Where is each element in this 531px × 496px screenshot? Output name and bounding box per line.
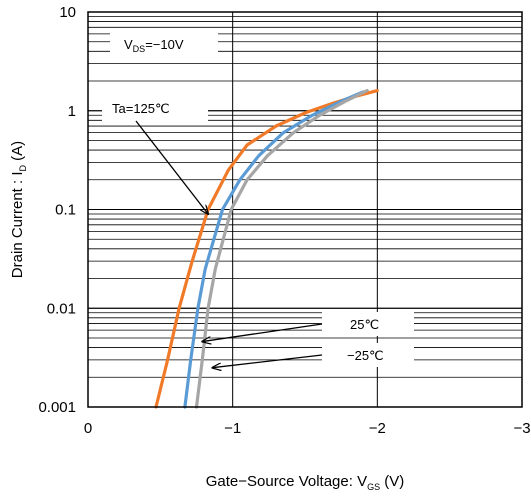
annotation-arrow	[202, 323, 323, 342]
annotation-arrow	[212, 354, 323, 368]
chart-annotations: VDS=−10V Ta=125℃ 25℃ −25℃	[102, 31, 414, 368]
y-axis-label: Drain Current : ID (A)	[9, 141, 28, 278]
x-tick-label: −2	[369, 420, 386, 437]
condition-label: VDS=−10V	[124, 37, 184, 54]
annotation-label-box	[322, 312, 414, 336]
y-tick-label: 10	[59, 4, 76, 21]
y-tick-label: 0.01	[47, 300, 76, 317]
annotation-label: 25℃	[350, 317, 379, 332]
condition-label-box	[110, 31, 218, 57]
series-line	[183, 90, 365, 409]
chart-series	[154, 89, 379, 409]
y-tick-label: 0.1	[55, 202, 76, 219]
x-axis-label: Gate−Source Voltage: VGS (V)	[206, 473, 405, 492]
annotation-label-box	[322, 343, 414, 367]
annotation-label-box	[102, 95, 208, 121]
x-tick-label: −1	[224, 420, 241, 437]
chart-tick-labels: 0 −1 −2 −3 0.001 0.01 0.1 1 10	[38, 4, 530, 437]
series-line	[194, 89, 369, 409]
annotation-arrow	[135, 120, 208, 214]
x-tick-label: 0	[84, 420, 92, 437]
x-tick-label: −3	[513, 420, 530, 437]
y-tick-label: 0.001	[38, 399, 76, 416]
plot-area-frame	[87, 11, 523, 408]
annotation-label: −25℃	[347, 348, 384, 363]
y-tick-label: 1	[68, 103, 76, 120]
annotation-label: Ta=125℃	[112, 101, 170, 116]
chart-grid	[87, 11, 523, 408]
